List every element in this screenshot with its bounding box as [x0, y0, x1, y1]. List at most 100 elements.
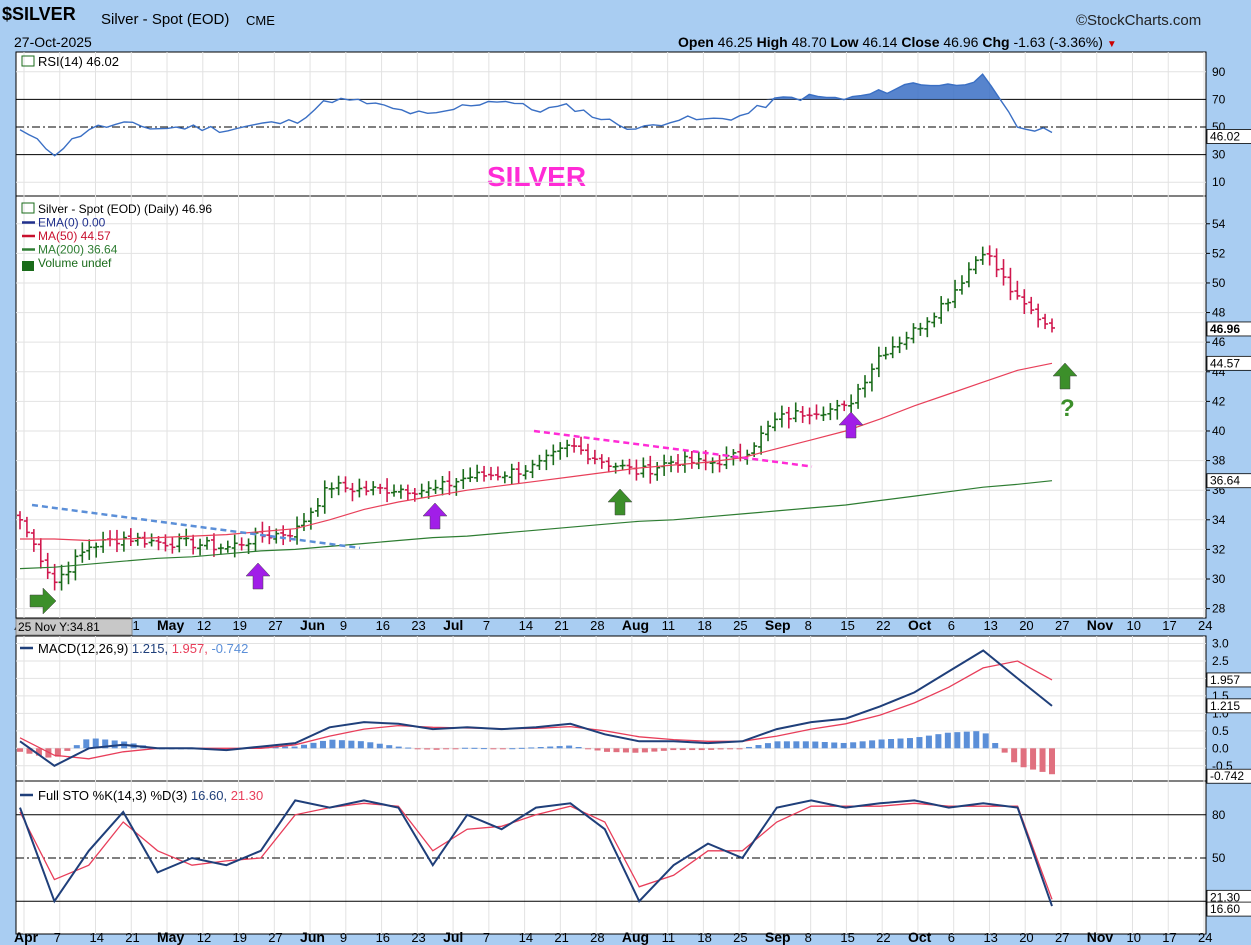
macd-histogram-bar: [708, 748, 715, 750]
bottom-date-label: 23: [411, 930, 425, 945]
bottom-date-label: 27: [268, 930, 282, 945]
mid-date-label: 11: [662, 618, 676, 633]
macd-histogram-bar: [64, 748, 71, 751]
trendline-blue: [31, 503, 361, 550]
sto-d-tag: 21.30: [1210, 890, 1240, 904]
macd-histogram-bar: [831, 742, 838, 749]
bottom-date-label: 7: [483, 930, 490, 945]
price-legend-entry: MA(200) 36.64: [38, 243, 118, 257]
last-close-tag: 46.96: [1210, 322, 1240, 336]
price-legend-entry: Volume undef: [38, 256, 112, 270]
sto-tick-label: 50: [1212, 851, 1226, 865]
mid-date-label: 28: [590, 618, 604, 633]
question-mark: ?: [1060, 395, 1075, 422]
macd-histogram-bar: [1011, 748, 1018, 763]
macd-histogram-bar: [395, 746, 402, 749]
price-tick-label: 46: [1212, 335, 1226, 349]
price-tick-label: 54: [1212, 217, 1226, 231]
bottom-date-label: 21: [554, 930, 568, 945]
bottom-date-label: 20: [1019, 930, 1033, 945]
ma50-tag-box: [1206, 355, 1251, 371]
mid-date-label: 17: [1162, 618, 1176, 633]
macd-histogram-bar: [338, 740, 345, 749]
macd-hist-tag: -0.742: [1210, 769, 1244, 783]
bottom-date-label: 7: [54, 930, 61, 945]
macd-histogram-bar: [774, 741, 781, 749]
macd-tick-label: 2.5: [1212, 654, 1229, 668]
macd-histogram-bar: [566, 745, 573, 749]
macd-label: MACD(12,26,9) 1.215, 1.957, -0.742: [38, 641, 248, 656]
macd-histogram-bar: [443, 748, 450, 750]
bottom-date-label: Nov: [1087, 929, 1114, 945]
brand-watermark: ©StockCharts.com: [1076, 12, 1202, 29]
macd-histogram-bar: [461, 747, 468, 749]
macd-histogram-bar: [594, 748, 601, 751]
macd-tick-label: 0.5: [1212, 724, 1229, 738]
macd-histogram-bar: [973, 731, 980, 749]
bottom-date-label: 19: [233, 930, 247, 945]
bottom-date-label: May: [157, 929, 184, 945]
macd-histogram-bar: [916, 737, 923, 749]
mid-date-label: May: [157, 617, 184, 633]
macd-histogram-bar: [689, 748, 696, 751]
macd-histogram-bar: [764, 743, 771, 749]
last-close-tag-box: [1206, 321, 1251, 337]
macd-histogram-bar: [746, 746, 753, 749]
macd-histogram-bar: [888, 739, 895, 749]
rsi-tick-label: 70: [1212, 92, 1226, 106]
price-tick-label: 52: [1212, 246, 1226, 260]
macd-histogram-bar: [812, 741, 819, 749]
macd-signal-tag: 1.957: [1210, 673, 1240, 687]
bottom-date-label: 6: [948, 930, 955, 945]
macd-histogram-bar: [783, 741, 790, 749]
sto-tick-label: 80: [1212, 808, 1226, 822]
mid-date-label: 7: [483, 618, 490, 633]
mid-date-label: 9: [340, 618, 347, 633]
price-legend-entry: EMA(0) 0.00: [38, 216, 106, 230]
bottom-date-label: 15: [840, 930, 854, 945]
bottom-date-label: 28: [590, 930, 604, 945]
mid-date-label: Jul: [443, 617, 463, 633]
sto-k-value: 16.60,: [191, 788, 231, 803]
rsi-label: RSI(14) 46.02: [38, 54, 119, 69]
mid-date-label: 24: [1198, 618, 1212, 633]
macd-histogram-bar: [414, 748, 421, 750]
macd-histogram-bar: [92, 738, 99, 749]
histogram-value: -0.742: [211, 641, 248, 656]
macd-histogram-bar: [575, 747, 582, 749]
ma200-tag: 36.64: [1210, 474, 1240, 488]
mid-date-label: 15: [840, 618, 854, 633]
price-legend-entry: Silver - Spot (EOD) (Daily) 46.96: [38, 202, 212, 216]
macd-histogram-bar: [319, 740, 326, 749]
bottom-date-label: 14: [90, 930, 104, 945]
bottom-date-label: Jun: [300, 929, 325, 945]
macd-histogram-bar: [386, 745, 393, 749]
bottom-date-label: 16: [376, 930, 390, 945]
macd-histogram-bar: [992, 743, 999, 749]
price-tick-label: 40: [1212, 424, 1226, 438]
macd-histogram-bar: [499, 748, 506, 750]
macd-histogram-bar: [793, 741, 800, 749]
price-tick-label: 38: [1212, 454, 1226, 468]
macd-histogram-bar: [367, 742, 374, 749]
macd-histogram-bar: [376, 743, 383, 749]
macd-histogram-bar: [622, 748, 629, 753]
macd-histogram-bar: [102, 739, 109, 749]
macd-histogram-bar: [878, 739, 885, 749]
up-arrow-purple-icon: [245, 562, 271, 590]
mid-date-label: 18: [697, 618, 711, 633]
mid-date-label: 6: [948, 618, 955, 633]
macd-histogram-bar: [925, 735, 932, 749]
volume-legend-icon: [22, 261, 34, 271]
ma50-tag: 44.57: [1210, 356, 1240, 370]
rsi-legend-icon: [21, 55, 35, 67]
mid-date-label: 27: [1055, 618, 1069, 633]
bottom-date-label: 13: [983, 930, 997, 945]
down-triangle-icon: ▼: [1106, 39, 1117, 50]
macd-histogram-bar: [348, 740, 355, 749]
macd-value-tag-box: [1206, 698, 1251, 714]
rsi-last-tag: 46.02: [1210, 129, 1240, 143]
macd-histogram-bar: [585, 748, 592, 750]
bottom-date-label: 8: [805, 930, 812, 945]
